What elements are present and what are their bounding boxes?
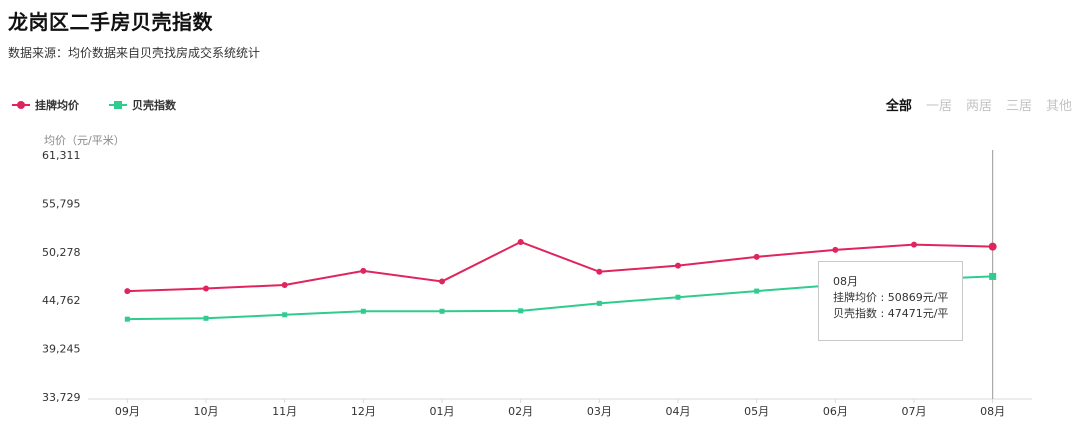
x-tick-label: 04月	[666, 405, 691, 418]
data-point	[517, 238, 524, 245]
series-line-0	[127, 240, 993, 293]
tab-all[interactable]: 全部	[885, 99, 912, 114]
data-point	[439, 278, 445, 285]
legend-label-beike-index: 贝壳指数	[132, 99, 176, 112]
x-tick-label: 02月	[508, 405, 533, 418]
data-point	[832, 246, 839, 253]
tooltip-title: 08月	[833, 275, 858, 288]
legend-marker-0	[17, 101, 25, 109]
data-point	[124, 288, 131, 295]
x-tick-label: 11月	[272, 405, 297, 418]
x-tick-label: 08月	[980, 405, 1005, 418]
legend-item-listing-price[interactable]: 挂牌均价	[12, 97, 79, 113]
room-type-tabs: 全部 一居 两居 三居 其他	[886, 95, 1072, 114]
data-point	[753, 253, 760, 260]
data-point	[989, 272, 997, 280]
x-tick-label: 03月	[587, 405, 612, 418]
data-point	[439, 308, 445, 314]
data-point	[124, 316, 130, 322]
legend-marker-1	[114, 101, 122, 109]
data-point	[596, 268, 603, 275]
y-tick-label: 61,311	[42, 149, 81, 162]
page-title: 龙岗区二手房贝壳指数	[8, 10, 213, 34]
y-tick-label: 33,729	[42, 391, 81, 404]
x-tick-label: 09月	[115, 405, 140, 418]
data-source-note: 数据来源：均价数据来自贝壳找房成交系统统计	[8, 46, 261, 60]
x-tick-label: 05月	[744, 405, 769, 418]
tab-one-bedroom[interactable]: 一居	[925, 99, 952, 114]
data-point	[911, 241, 917, 248]
data-point	[203, 285, 209, 292]
chart-tooltip: 08月 挂牌均价 : 50869元/平 贝壳指数 : 47471元/平	[818, 261, 963, 341]
data-point	[282, 312, 288, 318]
tab-two-bedroom[interactable]: 两居	[965, 99, 992, 114]
x-tick-label: 06月	[823, 405, 848, 418]
tooltip-beike-index: 贝壳指数 : 47471元/平	[833, 307, 949, 320]
x-tick-label: 10月	[194, 405, 219, 418]
tooltip-listing-price: 挂牌均价 : 50869元/平	[833, 291, 949, 304]
chart-legend: 挂牌均价 贝壳指数	[12, 97, 176, 113]
legend-label-listing-price: 挂牌均价	[35, 99, 79, 112]
data-point	[360, 267, 367, 274]
y-tick-label: 50,278	[42, 246, 81, 259]
x-tick-label: 12月	[351, 405, 376, 418]
tab-three-bedroom[interactable]: 三居	[1005, 99, 1032, 114]
data-point	[675, 294, 681, 300]
y-axis-label: 均价（元/平米）	[44, 134, 125, 147]
y-tick-label: 55,795	[42, 197, 81, 210]
y-tick-label: 44,762	[42, 294, 81, 307]
data-point	[203, 315, 209, 321]
data-point	[754, 288, 760, 294]
data-point	[675, 262, 681, 269]
square-marker-icon	[109, 100, 127, 110]
data-point	[360, 308, 366, 314]
tab-other[interactable]: 其他	[1045, 99, 1072, 114]
x-tick-label: 01月	[430, 405, 455, 418]
x-tick-label: 07月	[902, 405, 927, 418]
circle-marker-icon	[12, 100, 30, 110]
data-point	[281, 281, 288, 288]
legend-item-beike-index[interactable]: 贝壳指数	[109, 97, 176, 113]
y-tick-label: 39,245	[42, 343, 81, 356]
data-point	[596, 300, 602, 306]
data-point	[988, 242, 997, 251]
data-point	[518, 308, 524, 314]
